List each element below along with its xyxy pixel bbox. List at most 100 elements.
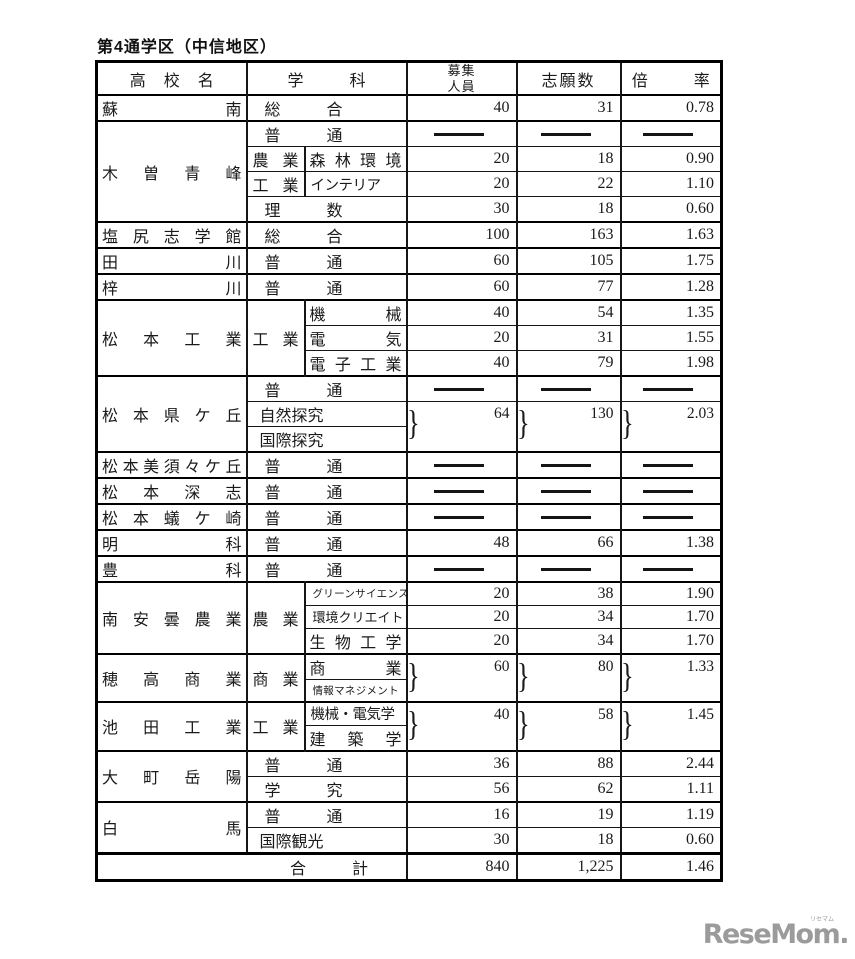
applicants-cell: 34 (515, 604, 622, 629)
dept-cell: 普通 (245, 120, 408, 148)
justified-text: 南安曇農業 (102, 611, 242, 629)
no-data-dash (433, 387, 484, 391)
capacity-cell: 40 (405, 350, 518, 377)
dept-label: 国際観光 (259, 833, 324, 851)
dept-cell: 普通 (245, 749, 408, 777)
applicants-cell: } 58 (515, 701, 622, 752)
table-row: 松本工業工業機械 40 54 1.35 (95, 299, 723, 377)
justified-text: 梓川 (102, 281, 242, 299)
dept-label: 普通 (264, 511, 343, 529)
ratio-cell: } 1.33 (619, 652, 723, 703)
no-data-dash (642, 515, 693, 519)
table-row: 国際探究 (97, 426, 722, 453)
subject-cell: インテリア (303, 171, 408, 198)
table-row: 情報マネジメント (97, 678, 722, 703)
table-row: 自然探究} 64} 130} 2.03 (97, 401, 723, 453)
dept-label: 普通 (264, 383, 343, 401)
justified-text: 白馬 (102, 821, 242, 839)
school-cell: 池田工業 (95, 701, 248, 752)
school-cell: 大町岳陽 (95, 749, 248, 803)
category-cell: 農業 (245, 581, 306, 655)
justified-text: 松本工業 (102, 332, 242, 350)
ratio-cell: 1.90 (619, 581, 723, 606)
justified-text: 蘇南 (102, 102, 242, 120)
table-row: 明科 普通 48 66 1.38 (95, 529, 723, 557)
applicants-cell: 77 (515, 273, 622, 301)
capacity-cell: 56 (405, 775, 518, 803)
justified-text: 明科 (102, 537, 242, 555)
applicants-cell: } 80 (515, 652, 622, 703)
applicants-cell (515, 375, 622, 403)
capacity-cell: 36 (405, 749, 518, 777)
no-data-dash (540, 132, 591, 136)
school-cell: 明科 (95, 529, 248, 557)
school-cell: 梓川 (95, 273, 248, 301)
capacity-cell: 100 (405, 221, 518, 249)
capacity-cell: 20 (405, 581, 518, 606)
total-label: 合計 (290, 860, 368, 878)
school-cell: 松本蟻ケ崎 (95, 503, 248, 531)
capacity-cell: 16 (405, 800, 518, 828)
total-capacity-cell: 840 (405, 851, 518, 881)
resemom-logo-text: ReseMom. (702, 919, 850, 950)
subject-cell: 情報マネジメント (303, 678, 408, 703)
dept-label: 普通 (264, 255, 343, 273)
dept-cell: 総合 (245, 221, 408, 249)
page-title: 第4通学区（中信地区） (97, 39, 277, 56)
applicants-cell: 31 (515, 325, 622, 352)
applicants-cell: 22 (515, 171, 622, 198)
table-row: 豊科 普通 (95, 555, 723, 583)
brace-icon: } (406, 706, 420, 745)
ratio-cell: 0.78 (619, 94, 723, 122)
justified-text: 田川 (102, 255, 242, 273)
justified-text: 塩尻志学館 (102, 229, 242, 247)
dept-cell: 自然探究 (245, 401, 408, 428)
table-row: 環境クリエイト 20 34 1.70 (97, 604, 723, 629)
school-cell: 豊科 (95, 555, 248, 583)
table-row: 松本県ケ丘 普通 (95, 375, 723, 453)
justified-text: 木曽青峰 (102, 165, 242, 183)
dept-cell: 普通 (245, 451, 408, 479)
table-row: 田川 普通 60 105 1.75 (95, 247, 723, 275)
applicants-cell (515, 555, 622, 583)
no-data-dash (642, 387, 693, 391)
no-data-dash (540, 387, 591, 391)
applicants-cell: 54 (515, 299, 622, 327)
applicants-cell: 31 (515, 94, 622, 122)
brace-icon: } (516, 706, 530, 745)
school-cell: 松本美須々ケ丘 (95, 451, 248, 479)
justified-text: 生物工学 (309, 634, 402, 652)
capacity-cell: 60 (405, 273, 518, 301)
no-data-dash (642, 489, 693, 493)
subject-label: 環境クリエイト (312, 610, 404, 626)
category-cell: 工業 (245, 299, 306, 377)
category-cell: 農業 (245, 146, 306, 173)
ratio-cell: 1.55 (619, 325, 723, 352)
admissions-table-wrap: 高校名 学科 募集 人員 志願数 倍率 (95, 60, 723, 882)
ratio-cell: } 1.45 (619, 701, 723, 752)
applicants-cell (515, 120, 622, 148)
header-capacity: 募集 人員 (405, 61, 518, 96)
subject-cell: 商業 (303, 652, 408, 680)
school-cell: 木曽青峰 (95, 120, 248, 223)
total-ratio-cell: 1.46 (619, 851, 723, 881)
dept-label: 普通 (264, 485, 343, 503)
resemom-logo: リセマム ReseMom. (702, 916, 850, 950)
header-school-label: 高校名 (129, 72, 214, 90)
table-row: 木曽青峰 普通 (95, 120, 723, 223)
admissions-table: 高校名 学科 募集 人員 志願数 倍率 (95, 60, 723, 882)
applicants-cell: 18 (515, 196, 622, 223)
table-row: 南安曇農業農業グリーンサイエンス 20 38 1.90 (95, 581, 723, 655)
table-row: 学究 56 62 1.11 (97, 775, 723, 803)
dept-label: 普通 (264, 459, 343, 477)
ratio-cell: 1.19 (619, 800, 723, 828)
dept-label: 普通 (264, 128, 343, 146)
dept-label: 普通 (264, 808, 343, 826)
no-data-dash (642, 567, 693, 571)
capacity-cell (405, 555, 518, 583)
school-cell: 松本深志 (95, 477, 248, 505)
capacity-cell: 20 (405, 627, 518, 655)
dept-cell: 普通 (245, 477, 408, 505)
justified-text: 電気 (309, 332, 402, 350)
header-ratio-label: 倍率 (631, 72, 710, 90)
